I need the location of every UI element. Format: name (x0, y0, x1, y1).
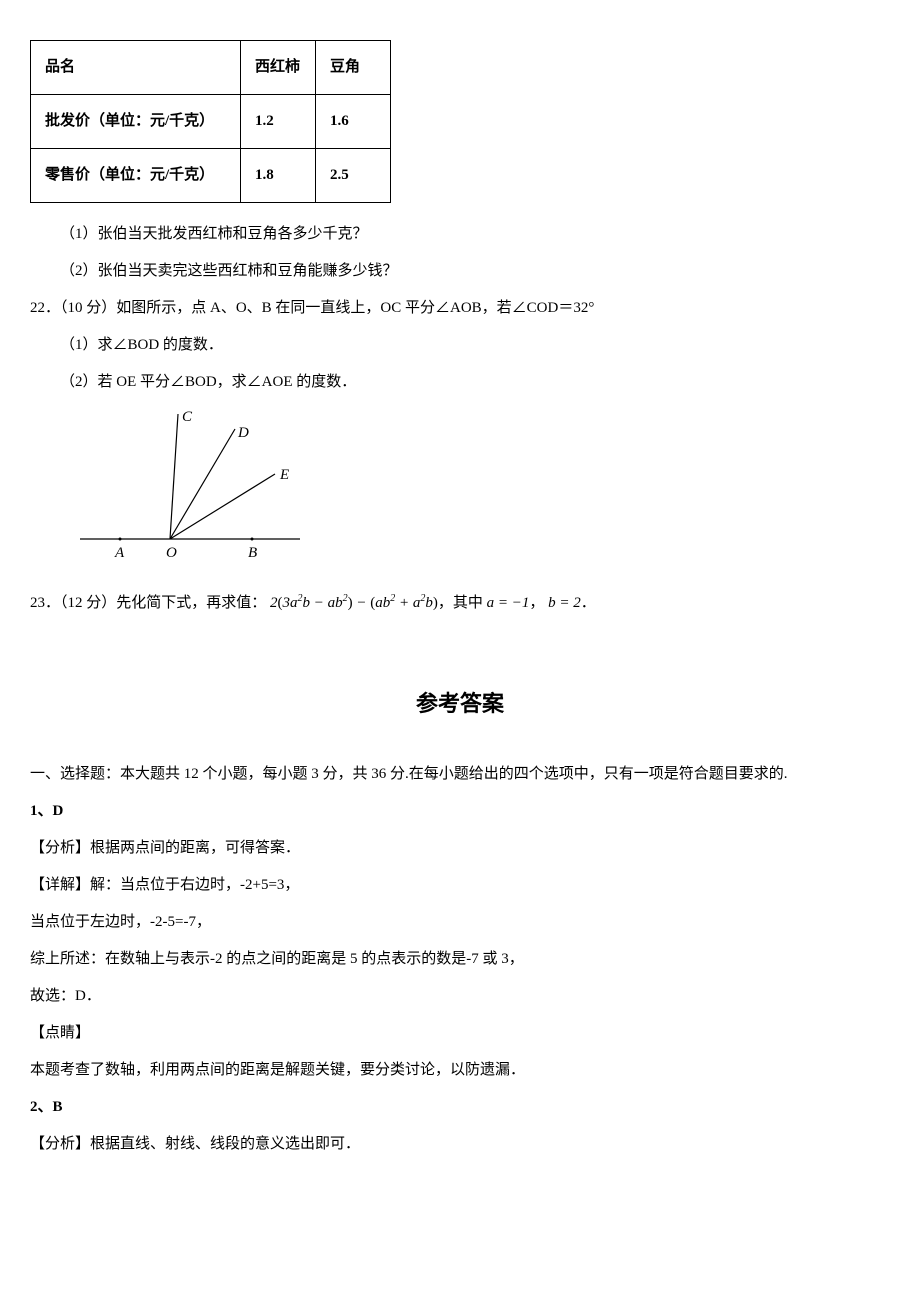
a1-detail1: 【详解】解：当点位于右边时，-2+5=3， (30, 869, 890, 902)
td-wholesale-label: 批发价（单位：元/千克） (31, 95, 241, 149)
q23-sep: ， (529, 595, 548, 611)
q22-part2: （2）若 OE 平分∠BOD，求∠AOE 的度数． (30, 366, 890, 399)
a1-label: 1、D (30, 795, 890, 828)
table-header-row: 品名 西红柿 豆角 (31, 41, 391, 95)
price-table: 品名 西红柿 豆角 批发价（单位：元/千克） 1.2 1.6 零售价（单位：元/… (30, 40, 391, 203)
a1-dianjing-label: 【点睛】 (30, 1017, 890, 1050)
q23-tail: ． (581, 595, 596, 611)
q22-stem: 22．（10 分）如图所示，点 A、O、B 在同一直线上，OC 平分∠AOB，若… (30, 292, 890, 325)
td-retail-bean: 2.5 (316, 149, 391, 203)
label-A: A (114, 545, 125, 561)
label-B: B (248, 545, 257, 561)
q22-stem-text: 22．（10 分）如图所示，点 A、O、B 在同一直线上，OC 平分∠AOB，若… (30, 300, 594, 316)
q23-line: 23．（12 分）先化简下式，再求值： 2(3a2b − ab2) − (ab2… (30, 587, 890, 620)
td-wholesale-tomato: 1.2 (241, 95, 316, 149)
q23-cond-a: a = −1 (487, 595, 530, 611)
q23-cond-b: b = 2 (548, 595, 581, 611)
label-E: E (279, 467, 289, 483)
q21-part1: （1）张伯当天批发西红柿和豆角各多少千克？ (30, 218, 890, 251)
q22-diagram: A O B C D E (70, 409, 890, 577)
line-OC (170, 414, 178, 539)
q23-suffix-prefix: ，其中 (438, 595, 487, 611)
label-D: D (237, 425, 249, 441)
angle-diagram-svg: A O B C D E (70, 409, 310, 564)
label-O: O (166, 545, 177, 561)
td-retail-label: 零售价（单位：元/千克） (31, 149, 241, 203)
line-OE (170, 474, 275, 539)
tick-B (251, 538, 254, 541)
a1-analysis: 【分析】根据两点间的距离，可得答案． (30, 832, 890, 865)
section1-heading: 一、选择题：本大题共 12 个小题，每小题 3 分，共 36 分.在每小题给出的… (30, 758, 890, 791)
tick-A (119, 538, 122, 541)
a1-dianjing-body: 本题考查了数轴，利用两点间的距离是解题关键，要分类讨论，以防遗漏． (30, 1054, 890, 1087)
q23-expression: 2(3a2b − ab2) − (ab2 + a2b) (270, 595, 438, 611)
th-bean: 豆角 (316, 41, 391, 95)
td-wholesale-bean: 1.6 (316, 95, 391, 149)
table-row: 零售价（单位：元/千克） 1.8 2.5 (31, 149, 391, 203)
q21-part2: （2）张伯当天卖完这些西红柿和豆角能赚多少钱？ (30, 255, 890, 288)
q22-part1: （1）求∠BOD 的度数． (30, 329, 890, 362)
a1-detail4: 故选：D． (30, 980, 890, 1013)
label-C: C (182, 409, 193, 425)
th-name: 品名 (31, 41, 241, 95)
line-OD (170, 429, 235, 539)
q23-prefix: 23．（12 分）先化简下式，再求值： (30, 595, 266, 611)
td-retail-tomato: 1.8 (241, 149, 316, 203)
a1-detail2: 当点位于左边时，-2-5=-7， (30, 906, 890, 939)
th-tomato: 西红柿 (241, 41, 316, 95)
table-row: 批发价（单位：元/千克） 1.2 1.6 (31, 95, 391, 149)
a1-detail3: 综上所述：在数轴上与表示-2 的点之间的距离是 5 的点表示的数是-7 或 3， (30, 943, 890, 976)
answers-title: 参考答案 (30, 680, 890, 728)
a2-analysis: 【分析】根据直线、射线、线段的意义选出即可． (30, 1128, 890, 1161)
a2-label: 2、B (30, 1091, 890, 1124)
